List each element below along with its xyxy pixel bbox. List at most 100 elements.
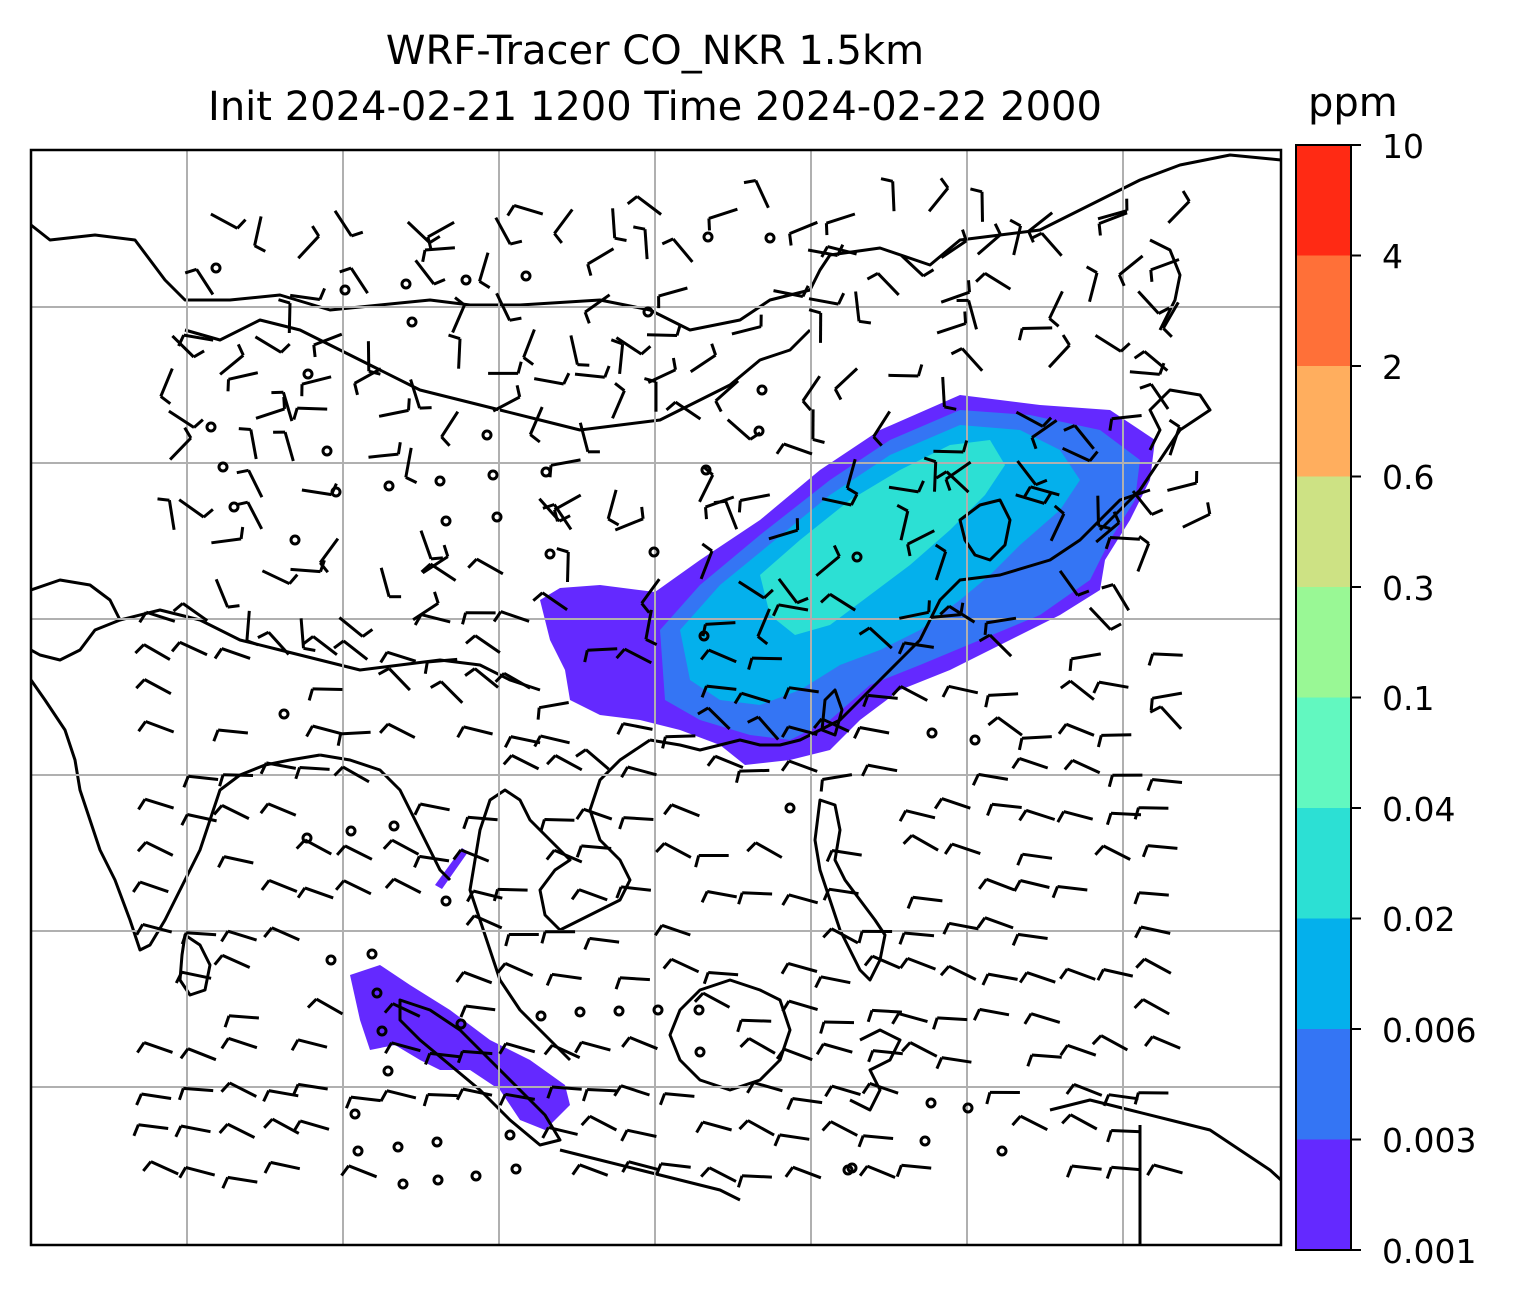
wind-barb-flag [220, 1081, 231, 1093]
wind-barb-flag [743, 179, 757, 185]
wind-barb-flag [212, 729, 220, 742]
wind-barb-shaft [253, 216, 263, 247]
wind-barb-flag [832, 544, 841, 558]
wind-barb-shaft [587, 647, 618, 652]
wind-barb-flag [939, 177, 950, 189]
wind-barb-shaft [1063, 810, 1094, 821]
wind-barb-flag [532, 591, 544, 602]
wind-barb-flag [702, 465, 714, 477]
calm-wind-marker [371, 987, 383, 999]
wind-barb-shaft [788, 686, 819, 694]
wind-barb-shaft [1029, 485, 1060, 497]
wind-barb-flag [941, 685, 950, 698]
wind-barb-flag [898, 932, 906, 945]
wind-barb-flag [640, 345, 652, 356]
wind-barb-shaft [980, 191, 984, 222]
wind-barb-flag [796, 596, 809, 605]
wind-barb-flag [545, 849, 556, 861]
wind-barb-flag [1018, 971, 1029, 984]
wind-barb-shaft [1140, 925, 1171, 935]
wind-barb-flag [756, 635, 769, 646]
wind-barb-shaft [1030, 1012, 1061, 1024]
wind-barb-flag [461, 612, 468, 625]
wind-barb-shaft [646, 333, 678, 337]
wind-barb-flag [1146, 778, 1154, 792]
wind-barb-flag [383, 1002, 394, 1014]
wind-barb-shaft [867, 763, 898, 773]
wind-barb-flag [675, 323, 682, 336]
wind-barb-shaft [393, 877, 422, 894]
wind-barb-shaft [143, 678, 172, 696]
wind-barb-flag [170, 641, 181, 653]
calm-wind-marker [470, 1170, 482, 1182]
wind-barb-flag [220, 1037, 230, 1050]
calm-wind-marker [642, 306, 654, 318]
wind-barb-flag [880, 177, 894, 183]
wind-barb-shaft [589, 1114, 618, 1132]
wind-barb-shaft [404, 447, 413, 478]
wind-barb-flag [430, 556, 444, 561]
wind-barb-shaft [297, 406, 328, 411]
wind-barb-shaft [533, 377, 564, 386]
wind-barb-flag [906, 543, 912, 557]
wind-barb-flag [262, 1089, 271, 1103]
wind-barb-flag [1101, 583, 1114, 590]
wind-barb-flag [361, 628, 374, 638]
wind-barb-flag [773, 1134, 781, 1147]
wind-barb-shaft [869, 1081, 899, 1095]
wind-barb-shaft [714, 379, 740, 403]
wind-barb-shaft [867, 693, 898, 700]
wind-barb-shaft [1152, 652, 1183, 657]
wind-barb-flag [747, 715, 760, 724]
wind-barb-shaft [754, 841, 783, 859]
wind-barb-flag [396, 442, 402, 455]
wind-barb-flag [546, 754, 557, 766]
wind-barb-flag [1092, 681, 1101, 694]
wind-barb-shaft [670, 957, 700, 974]
wind-barb-flag [465, 634, 477, 645]
wind-barb-flag [291, 1083, 300, 1096]
wind-barb-shaft [967, 300, 978, 330]
wind-barb-shaft [548, 1125, 578, 1136]
wind-barb-shaft [505, 1092, 536, 1101]
wind-barb-shaft [871, 954, 901, 970]
wind-barb-shaft [219, 354, 245, 376]
wind-barb-flag [221, 1176, 230, 1189]
wind-barb-shaft [462, 1049, 493, 1056]
wind-barb-shaft [246, 501, 264, 530]
wind-barb-shaft [747, 1119, 775, 1137]
calm-wind-marker [962, 1102, 974, 1114]
wind-barb-shaft [1143, 350, 1169, 372]
wind-barb-flag [633, 225, 646, 231]
wind-barb-shaft [581, 844, 612, 850]
wind-barb-flag [263, 1161, 272, 1174]
wind-barb-flag [961, 229, 968, 242]
wind-barb-shaft [1031, 1053, 1062, 1059]
calm-wind-marker [702, 231, 714, 243]
wind-barb-flag [492, 610, 503, 623]
wind-barb-shaft [1025, 808, 1056, 821]
wind-barb-flag [935, 1057, 944, 1070]
wind-barb-flag [1098, 524, 1111, 530]
wind-barb-flag [786, 1097, 794, 1111]
wind-barb-shaft [467, 815, 498, 822]
wind-barb-shaft [226, 1122, 256, 1139]
coast-korea [958, 498, 1012, 562]
wind-barb-shaft [984, 916, 1014, 930]
wind-barb-shaft [941, 376, 946, 407]
wind-barb-flag [896, 503, 909, 513]
wind-barb-flag [421, 249, 427, 263]
wind-barb-shaft [440, 410, 460, 438]
calm-wind-marker [969, 734, 981, 746]
calm-wind-marker [376, 1025, 388, 1037]
wind-barb-flag [294, 767, 302, 780]
wind-barb-shaft [905, 809, 936, 820]
wind-barb-flag [1106, 1130, 1113, 1143]
wind-barb-shaft [462, 1087, 493, 1097]
wind-barb-shaft [440, 680, 464, 704]
calm-wind-marker [574, 1006, 586, 1018]
wind-barb-flag [379, 651, 389, 664]
wind-barb-flag [700, 1166, 711, 1178]
wind-barb-flag [944, 405, 957, 411]
wind-barb-flag [502, 754, 513, 766]
